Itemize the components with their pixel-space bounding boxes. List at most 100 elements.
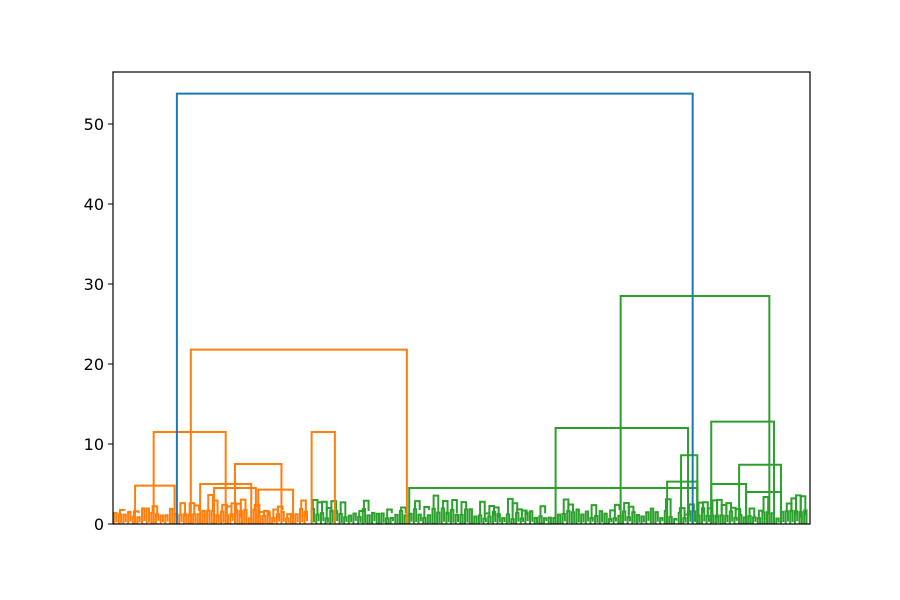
dendrogram-link: [134, 484, 176, 524]
dendrogram-link: [266, 511, 271, 524]
dendrogram-link: [538, 515, 543, 524]
y-tick-label: 30: [84, 275, 104, 294]
dendrogram-link: [640, 515, 645, 524]
dendrogram-link: [136, 516, 141, 524]
dendrogram-link: [414, 500, 421, 511]
dendrogram-link: [673, 518, 678, 524]
dendrogram-merges: [134, 92, 782, 524]
dendrogram-link: [145, 507, 151, 524]
dendrogram-link: [357, 516, 362, 524]
dendrogram-link: [682, 517, 687, 524]
dendrogram-link: [386, 508, 393, 519]
dendrogram-link: [440, 507, 446, 524]
dendrogram-link: [294, 513, 299, 524]
dendrogram-link: [463, 508, 469, 524]
dendrogram-link: [733, 516, 738, 524]
dendrogram-link: [141, 507, 146, 524]
dendrogram-link: [315, 513, 320, 524]
low-level-merges: [113, 494, 808, 524]
dendrogram-link: [189, 348, 408, 524]
dendrogram-link: [179, 502, 187, 517]
y-tick-label: 20: [84, 355, 104, 374]
dendrogram-link: [533, 516, 539, 524]
dendrogram-link: [683, 513, 691, 519]
dendrogram-link: [547, 516, 552, 524]
dendrogram-link: [705, 514, 710, 524]
dendrogram-link: [473, 515, 478, 524]
dendrogram-link: [664, 498, 672, 518]
dendrogram-link: [362, 499, 370, 511]
dendrogram-link: [619, 295, 771, 524]
dendrogram-link: [310, 431, 336, 524]
dendrogram-link: [510, 518, 515, 524]
y-tick-label: 0: [94, 515, 104, 534]
dendrogram-link: [487, 515, 492, 524]
dendrogram-link: [358, 509, 365, 518]
dendrogram-link: [477, 514, 483, 524]
dendrogram-link: [319, 512, 325, 524]
dendrogram-link: [113, 511, 118, 524]
dendrogram-link: [431, 507, 436, 524]
dendrogram-link: [734, 508, 742, 518]
dendrogram-link: [352, 512, 357, 524]
dendrogram-link: [178, 513, 183, 524]
dendrogram-link: [299, 508, 304, 524]
dendrogram-link: [261, 514, 267, 524]
dendrogram-link: [330, 500, 338, 515]
dendrogram-link: [584, 510, 590, 524]
dendrogram-link: [366, 514, 371, 524]
dendrogram-link: [375, 512, 381, 524]
dendrogram-link: [154, 513, 160, 524]
dendrogram-link: [762, 496, 770, 515]
dendrogram-link: [493, 506, 500, 518]
dendrogram-link: [118, 509, 126, 515]
dendrogram-link: [206, 509, 211, 524]
dendrogram-link: [451, 498, 458, 514]
dendrogram-link: [347, 514, 353, 524]
dendrogram-link: [398, 510, 404, 524]
dendrogram-link: [635, 513, 641, 524]
dendrogram-link: [285, 517, 290, 524]
dendrogram-link: [710, 420, 775, 524]
dendrogram-link: [724, 514, 729, 524]
dendrogram-link: [524, 511, 529, 524]
dendrogram-link: [680, 454, 699, 524]
dendrogram-link: [627, 505, 635, 518]
dendrogram-link: [117, 513, 123, 524]
dendrogram-link: [441, 499, 449, 515]
dendrogram-link: [182, 513, 188, 524]
dendrogram-link: [659, 517, 664, 524]
dendrogram-link: [561, 513, 566, 524]
dendrogram-link: [423, 505, 430, 518]
dendrogram-link: [752, 516, 757, 524]
dendrogram-link: [303, 510, 308, 524]
dendrogram-link: [567, 503, 575, 512]
dendrogram-link: [479, 500, 486, 516]
dendrogram-link: [668, 516, 673, 524]
dendrogram-link: [220, 510, 225, 524]
dendrogram-link: [417, 513, 422, 524]
dendrogram-link: [789, 509, 794, 524]
dendrogram-link: [127, 510, 132, 524]
dendrogram-link: [422, 516, 427, 524]
dendrogram-link: [394, 513, 399, 524]
dendrogram-link: [263, 509, 270, 517]
dendrogram-link: [594, 515, 599, 524]
dendrogram-link: [580, 513, 585, 524]
y-tick-label: 40: [84, 195, 104, 214]
dendrogram-link: [649, 507, 655, 524]
dendrogram-link: [590, 504, 598, 519]
dendrogram-link: [389, 517, 394, 524]
dendrogram-link: [215, 514, 220, 524]
dendrogram-link: [570, 511, 576, 524]
dendrogram-link: [412, 508, 418, 524]
dendrogram-link: [151, 505, 159, 517]
dendrogram-link: [803, 509, 808, 524]
dendrogram-link: [343, 516, 348, 524]
dendrogram-link: [432, 494, 440, 512]
dendrogram-link: [468, 508, 473, 524]
dendrogram-link: [339, 501, 347, 517]
y-tick-label: 50: [84, 115, 104, 134]
dendrogram-link: [738, 463, 782, 524]
dendrogram-link: [122, 513, 127, 524]
